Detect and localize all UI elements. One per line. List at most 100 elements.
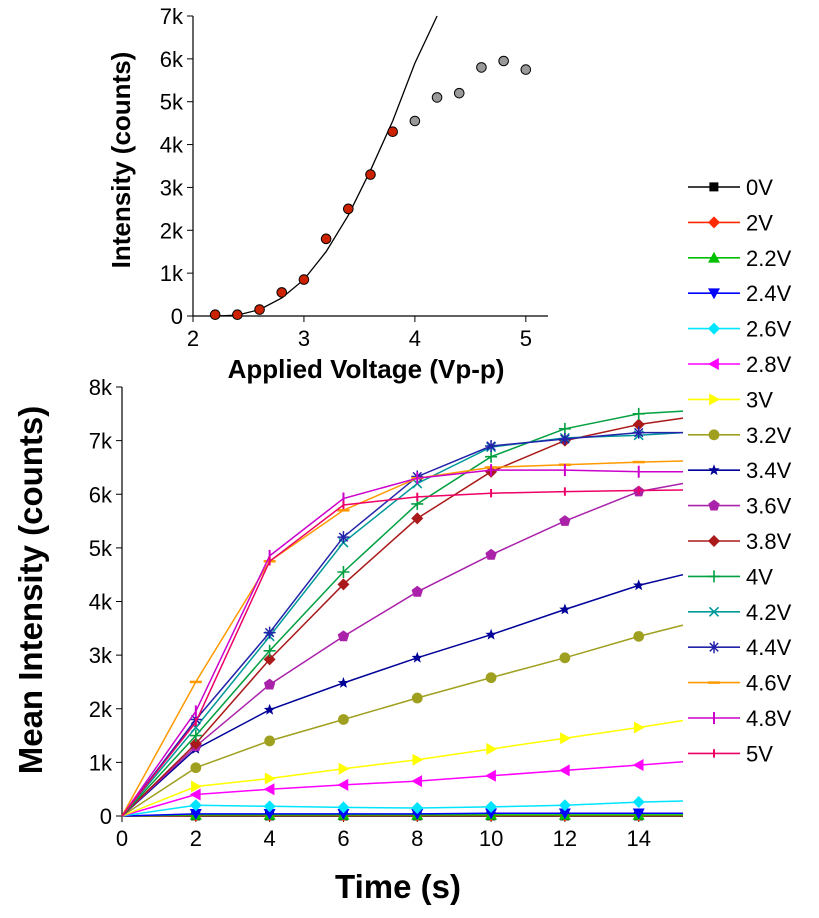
data-point-2-8v <box>337 778 349 791</box>
inset-y-tick-label: 3k <box>160 175 184 200</box>
data-point-4-4v <box>632 426 645 439</box>
data-point-4-4v <box>337 531 350 544</box>
data-point-3-4v <box>337 677 350 688</box>
inset-data-point <box>365 169 376 180</box>
data-point-4-4v <box>485 439 498 452</box>
data-point-3v <box>264 772 276 785</box>
legend-item-3-2v: 3.2V <box>688 423 792 448</box>
data-point-3-6v <box>485 548 497 560</box>
inset-data-point <box>209 309 221 321</box>
main-y-tick-label: 8k <box>89 375 113 400</box>
legend-item-4-6v: 4.6V <box>688 671 792 696</box>
main-x-tick-label: 14 <box>626 826 650 851</box>
legend-swatch-marker <box>708 606 720 617</box>
data-point-2-6v <box>337 801 350 814</box>
legend-swatch-marker <box>708 535 720 547</box>
series-line-3-2v <box>121 624 684 817</box>
inset-y-tick-label: 0 <box>171 304 183 329</box>
legend-item-4-4v: 4.4V <box>688 635 792 660</box>
legend-item-2-4v: 2.4V <box>688 281 792 306</box>
data-point-3-2v <box>633 630 645 642</box>
main-x-tick-label: 0 <box>116 826 128 851</box>
data-point-2-4v <box>558 808 571 820</box>
legend-label: 3V <box>746 387 773 412</box>
main-y-tick-label: 7k <box>89 429 113 454</box>
inset-data-point <box>520 64 532 75</box>
legend-item-0v: 0V <box>688 175 773 200</box>
legend-item-4-8v: 4.8V <box>688 706 792 731</box>
inset-data-marks <box>204 15 537 321</box>
inset-y-tick-label: 7k <box>160 4 184 29</box>
legend-label: 2.4V <box>746 281 792 306</box>
data-point-2-4v <box>632 808 645 820</box>
series-line-4-2v <box>121 431 684 817</box>
data-point-3v <box>633 721 645 734</box>
legend-item-2-6v: 2.6V <box>688 317 792 342</box>
data-point-3-2v <box>559 652 571 664</box>
main-x-tick-label: 8 <box>411 826 423 851</box>
legend-label: 3.8V <box>746 529 792 554</box>
main-x-tick-label: 10 <box>479 826 503 851</box>
data-point-2-6v <box>263 800 276 813</box>
main-y-tick-label: 2k <box>89 697 113 722</box>
legend-item-5v: 5V <box>688 741 773 766</box>
legend-swatch-marker <box>708 358 719 370</box>
inset-data-point <box>298 274 310 285</box>
data-point-3-4v <box>263 703 276 715</box>
legend-label: 4.8V <box>746 706 792 731</box>
legend-item-4-2v: 4.2V <box>688 600 792 625</box>
data-point-4v <box>558 422 571 435</box>
data-point-2-8v <box>632 759 644 772</box>
data-point-3-2v <box>264 735 276 747</box>
inset-x-tick-label: 5 <box>520 326 532 351</box>
data-point-3v <box>560 732 571 745</box>
data-point-3v <box>338 762 350 775</box>
inset-x-tick-label: 2 <box>187 326 199 351</box>
legend-label: 2.8V <box>746 352 792 377</box>
legend-label: 3.2V <box>746 423 792 448</box>
main-x-tick-label: 2 <box>190 826 202 851</box>
series-line-3-6v <box>121 482 684 817</box>
data-point-4v <box>485 450 498 463</box>
legend-swatch-marker <box>708 499 720 511</box>
data-point-3-4v <box>485 628 497 640</box>
inset-data-point <box>453 87 465 99</box>
data-point-3-4v <box>633 579 645 591</box>
inset-y-tick-label: 2k <box>160 218 184 243</box>
inset-data-point <box>343 203 354 215</box>
data-point-4v <box>632 407 645 420</box>
data-point-3-6v <box>263 678 276 690</box>
data-point-3-4v <box>559 603 571 615</box>
main-x-tick-label: 12 <box>553 826 577 851</box>
data-point-2-4v <box>337 809 350 820</box>
legend-swatch-marker <box>708 570 720 583</box>
inset-fit-curve <box>215 15 438 317</box>
legend-item-3-4v: 3.4V <box>688 458 792 483</box>
data-point-4-4v <box>263 626 276 639</box>
legend-swatch-marker <box>708 641 720 654</box>
data-point-3-4v <box>411 651 423 663</box>
data-point-3-2v <box>190 762 202 774</box>
legend-label: 3.6V <box>746 494 792 519</box>
data-point-3-8v <box>263 653 276 666</box>
inset-plot: Intensity (counts) Applied Voltage (Vp-p… <box>106 4 548 384</box>
data-point-3-6v <box>559 515 571 526</box>
legend-label: 4.4V <box>746 635 792 660</box>
data-point-3v <box>486 742 498 755</box>
legend-label: 4.6V <box>746 671 792 696</box>
data-point-3-6v <box>337 630 350 642</box>
legend-label: 4V <box>746 564 773 589</box>
data-point-2-8v <box>485 769 496 782</box>
main-plot: Mean Intensity (counts) Time (s) 0 2 4 6 8 10… <box>12 375 684 905</box>
legend-item-2-2v: 2.2V <box>688 246 792 271</box>
legend-swatch-marker <box>708 216 720 229</box>
main-x-axis-title: Time (s) <box>335 868 461 905</box>
legend-label: 4.2V <box>746 600 792 625</box>
main-y-tick-label: 4k <box>89 590 113 615</box>
main-y-axis-title: Mean Intensity (counts) <box>12 406 49 775</box>
main-y-tick-label: 6k <box>89 482 113 507</box>
data-point-3-8v <box>411 512 424 525</box>
main-y-tick-label: 0 <box>100 804 112 829</box>
series-line-5v <box>121 489 684 817</box>
